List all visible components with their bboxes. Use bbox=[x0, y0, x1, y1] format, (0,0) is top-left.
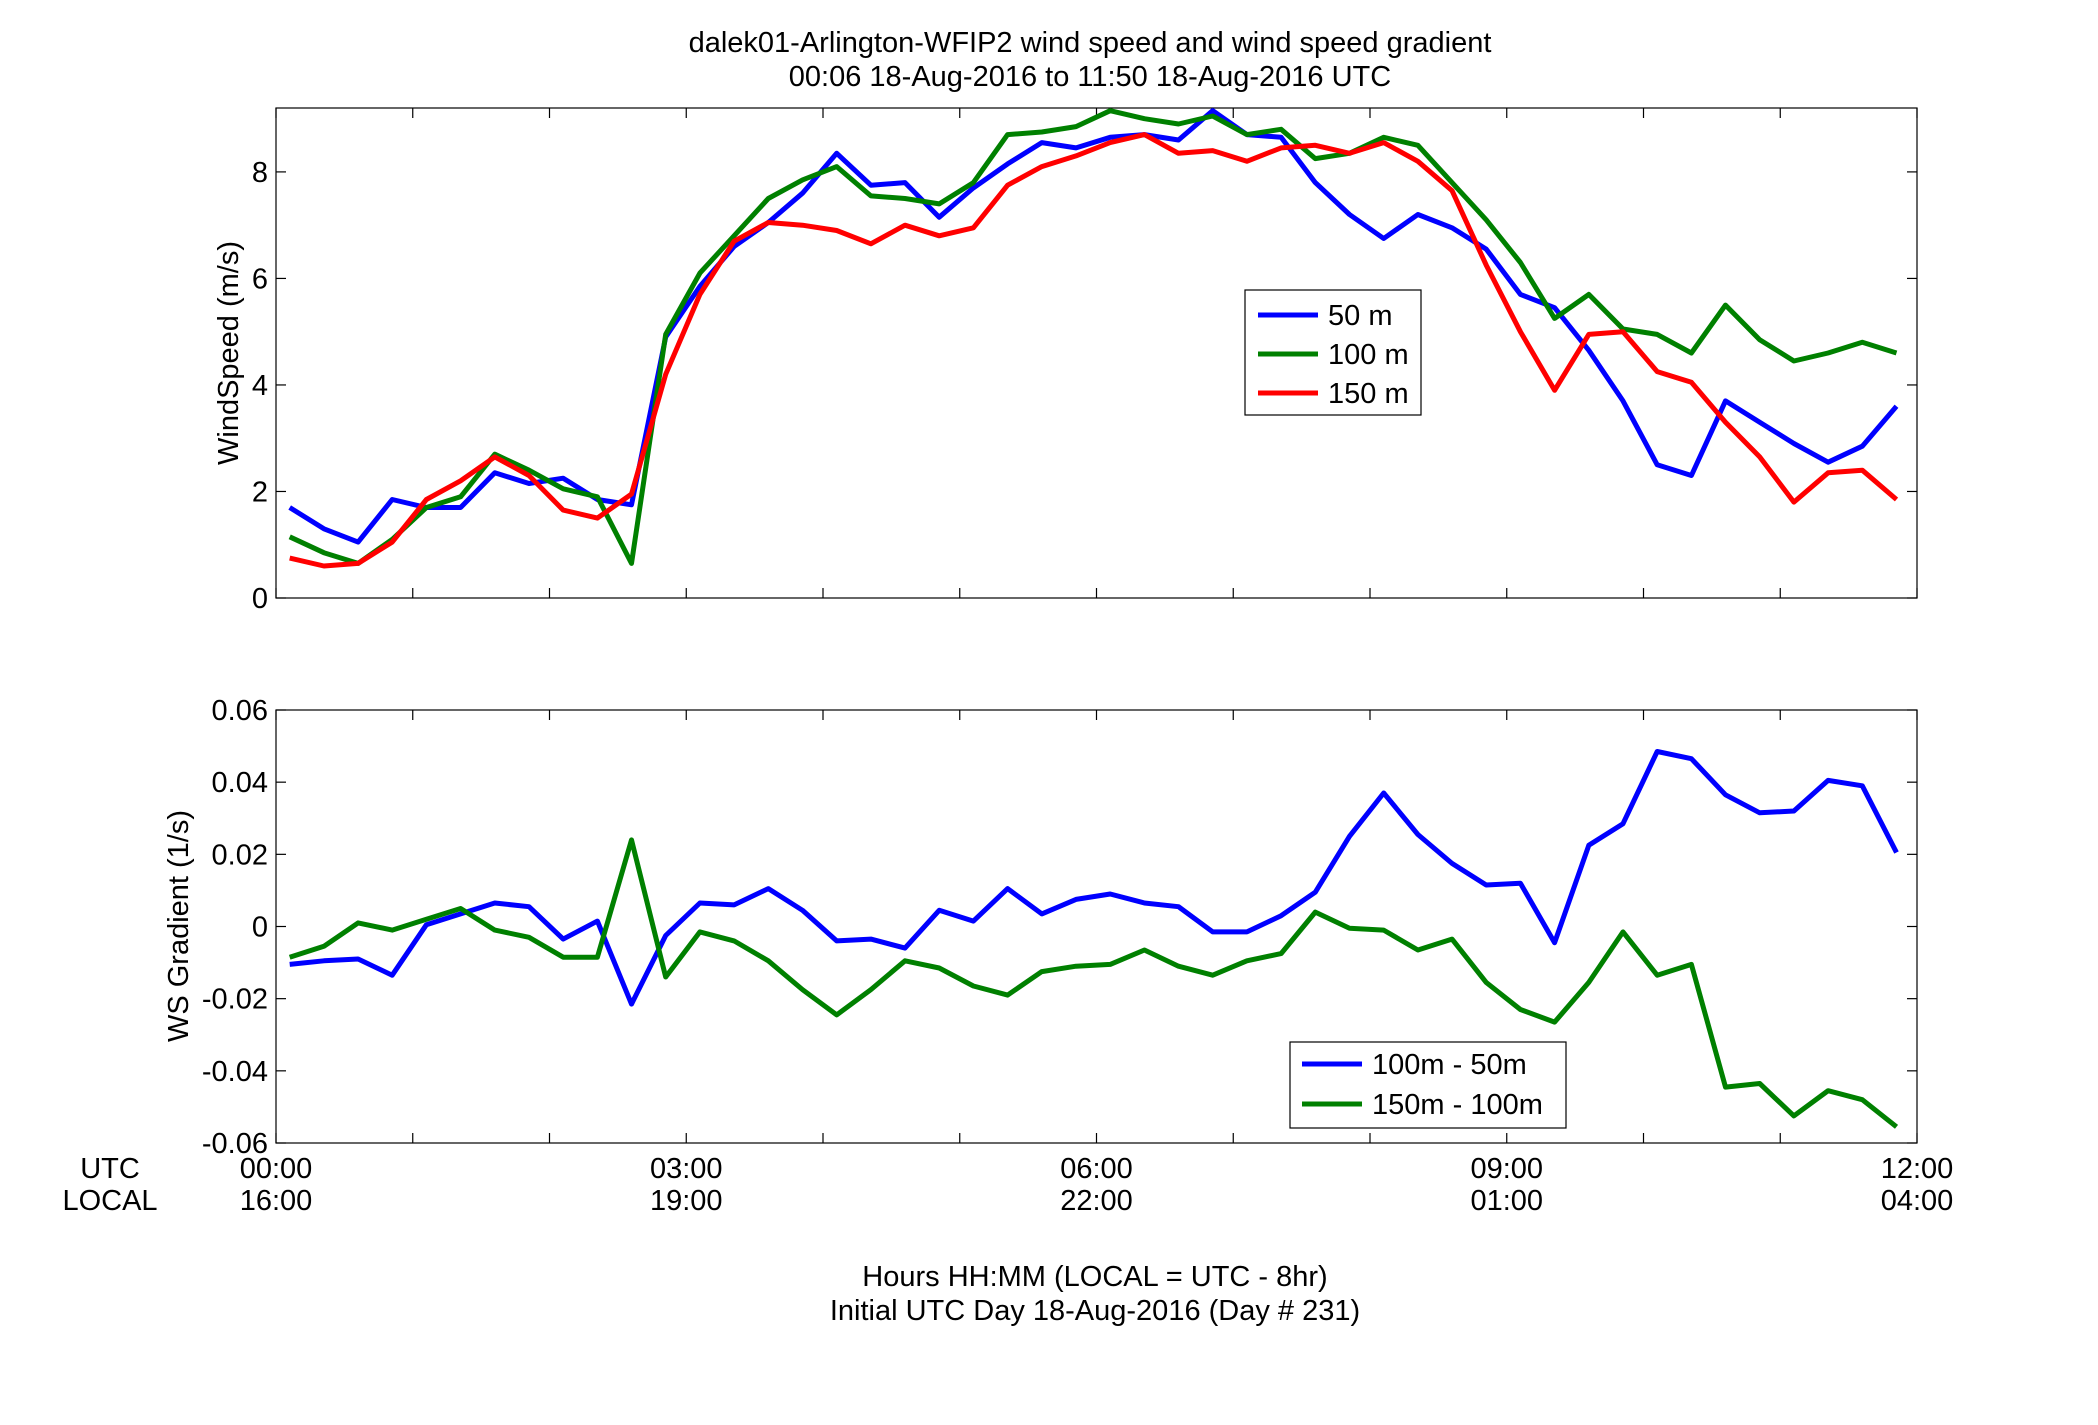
ws-ytick-label: 6 bbox=[252, 263, 268, 295]
xtick-label-utc: 03:00 bbox=[650, 1153, 723, 1185]
grad-ytick-label: 0.04 bbox=[212, 767, 268, 799]
xtick-label-utc: 12:00 bbox=[1881, 1153, 1954, 1185]
grad-series-line-150m-100m bbox=[288, 837, 1899, 1129]
gradient-legend[interactable]: 100m - 50m 150m - 100m bbox=[1289, 1041, 1567, 1129]
chart-subtitle: 00:06 18-Aug-2016 to 11:50 18-Aug-2016 U… bbox=[789, 61, 1391, 93]
x-axis-label-day: Initial UTC Day 18-Aug-2016 (Day # 231) bbox=[830, 1295, 1360, 1327]
ws-series-line-150-m bbox=[289, 132, 1899, 569]
ws-ytick-label: 4 bbox=[252, 370, 268, 402]
wind-speed-ticks: 0 2 4 6 8 bbox=[252, 108, 1918, 615]
xtick-label-local: 19:00 bbox=[650, 1185, 723, 1217]
grad-series-line-100m-50m bbox=[289, 749, 1899, 1007]
ws-ytick-label: 2 bbox=[252, 476, 268, 508]
wind-speed-panel: 0 2 4 6 8 WindSpeed (m/s) 50 m 100 m 150 m bbox=[213, 107, 1918, 615]
ws-ytick-label: 0 bbox=[252, 583, 268, 615]
ws-series-line-100-m bbox=[288, 108, 1898, 566]
local-row-label: LOCAL bbox=[62, 1185, 157, 1217]
xtick-label-utc: 06:00 bbox=[1060, 1153, 1133, 1185]
chart-title: dalek01-Arlington-WFIP2 wind speed and w… bbox=[689, 27, 1492, 59]
xtick-label-local: 16:00 bbox=[240, 1185, 313, 1217]
legend-label-50m: 50 m bbox=[1328, 300, 1392, 332]
legend-label-100m: 100 m bbox=[1328, 339, 1409, 371]
legend-label-150m-100m: 150m - 100m bbox=[1372, 1089, 1543, 1121]
ws-ytick-label: 8 bbox=[252, 157, 268, 189]
x-axis-label: Hours HH:MM (LOCAL = UTC - 8hr) bbox=[862, 1261, 1327, 1293]
grad-ytick-label: -0.02 bbox=[202, 984, 268, 1016]
xtick-label-local: 22:00 bbox=[1060, 1185, 1133, 1217]
utc-row-label: UTC bbox=[80, 1153, 140, 1185]
xtick-label-utc: 00:00 bbox=[240, 1153, 313, 1185]
grad-ytick-label: -0.04 bbox=[202, 1056, 268, 1088]
wind-speed-legend[interactable]: 50 m 100 m 150 m bbox=[1244, 289, 1422, 416]
legend-label-150m: 150 m bbox=[1328, 378, 1409, 410]
xtick-label-local: 04:00 bbox=[1881, 1185, 1954, 1217]
gradient-legend-box bbox=[1289, 1041, 1567, 1129]
grad-ytick-label: 0.02 bbox=[212, 839, 268, 871]
xtick-label-local: 01:00 bbox=[1470, 1185, 1543, 1217]
grad-ytick-label: 0.06 bbox=[212, 695, 268, 727]
wind-speed-series bbox=[288, 108, 1899, 569]
grad-ytick-label: 0 bbox=[252, 912, 268, 944]
xtick-label-utc: 09:00 bbox=[1470, 1153, 1543, 1185]
ws-series-line-50-m bbox=[288, 108, 1899, 545]
gradient-series bbox=[288, 749, 1899, 1129]
grad-ytick-label: -0.06 bbox=[202, 1128, 268, 1160]
gradient-ylabel: WS Gradient (1/s) bbox=[163, 810, 195, 1042]
wind-speed-ylabel: WindSpeed (m/s) bbox=[213, 241, 245, 465]
legend-label-100m-50m: 100m - 50m bbox=[1372, 1049, 1527, 1081]
